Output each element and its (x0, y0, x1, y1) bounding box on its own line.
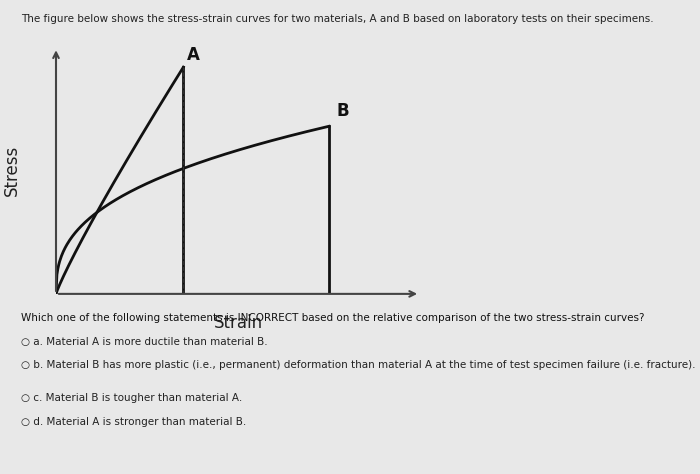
Text: ○ c. Material B is tougher than material A.: ○ c. Material B is tougher than material… (21, 393, 242, 403)
Text: ○ b. Material B has more plastic (i.e., permanent) deformation than material A a: ○ b. Material B has more plastic (i.e., … (21, 360, 696, 370)
Text: The figure below shows the stress-strain curves for two materials, A and B based: The figure below shows the stress-strain… (21, 14, 654, 24)
Text: ○ a. Material A is more ductile than material B.: ○ a. Material A is more ductile than mat… (21, 337, 267, 346)
Text: B: B (336, 102, 349, 120)
Text: Strain: Strain (214, 314, 262, 332)
Text: ○ d. Material A is stronger than material B.: ○ d. Material A is stronger than materia… (21, 417, 246, 427)
Text: Which one of the following statements is INCORRECT based on the relative compari: Which one of the following statements is… (21, 313, 645, 323)
Text: A: A (187, 46, 200, 64)
Text: Stress: Stress (4, 145, 21, 196)
